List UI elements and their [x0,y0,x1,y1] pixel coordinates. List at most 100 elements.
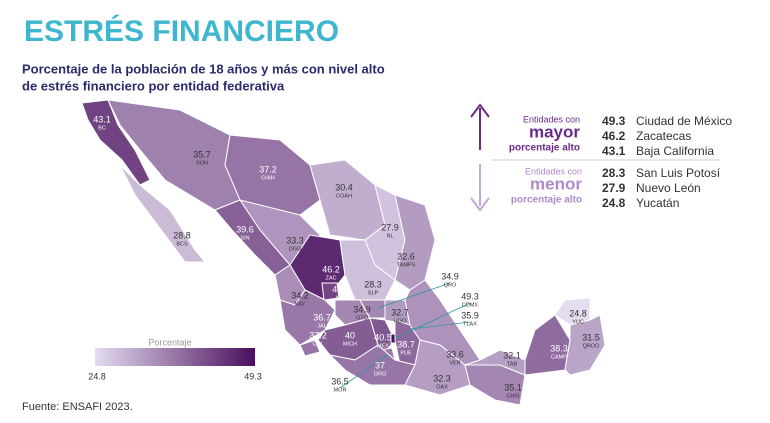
state-name: OAX [436,384,448,390]
state-value: 32.7 [391,307,409,317]
state-value: 37 [375,360,385,370]
leader-line [395,302,471,339]
state-name: MOR [334,387,347,393]
state-value: 40 [345,330,355,340]
state-value: 33.3 [286,235,304,245]
legend-gradient [95,348,255,366]
state-name: DGO [289,246,302,252]
state-value: 34.9 [353,304,371,314]
state-value: 38.3 [550,343,568,353]
state-name: VER [449,360,460,366]
state-name: TAMPS [397,262,416,268]
state-value: 33.6 [446,349,464,359]
state [321,282,340,301]
state-value: 39.6 [236,224,254,234]
title: ESTRÉS FINANCIERO [24,14,339,48]
state-name: TAB [507,361,518,367]
state-name: COL [312,341,323,347]
state-value: 37.2 [309,330,327,340]
state-name: QROO [583,343,601,349]
state [309,159,386,241]
state-name: ZAC [326,275,337,281]
rank-value: 28.3 [602,166,626,180]
leader-line [409,321,471,330]
highlights: Entidades con mayor porcentaje alto Enti… [470,103,732,212]
state-name: PUE [400,350,412,356]
rank-name: Ciudad de México [636,114,732,128]
state-name: MICH [343,341,357,347]
note: Entidades con [523,114,580,124]
legend: Porcentaje 24.8 49.3 [88,337,262,381]
state [554,297,591,326]
state-name: BC [98,125,106,131]
note: menor [530,174,582,193]
state-name: JAL [317,323,326,329]
source: Fuente: ENSAFI 2023. [22,401,133,413]
state-name: NAY [295,301,306,307]
state-name: CHIS [506,393,519,399]
rank-value: 46.2 [602,129,626,143]
state-value: 36.5 [331,376,349,386]
rank-value: 43.1 [602,144,626,158]
state-name: NL [386,233,393,239]
state-value: 37.2 [259,164,277,174]
subtitle: de estrés financiero por entidad federat… [22,78,285,93]
state-value: 43.1 [93,114,111,124]
state-value: 24.8 [569,308,587,318]
note: Entidades con [525,166,582,176]
state-value: 28.3 [364,279,382,289]
state-value: 46.2 [322,264,340,274]
state-value: 27.9 [381,222,399,232]
state-name: MEX [377,343,389,349]
state-value: 49.3 [461,291,479,301]
rank-name: Baja California [636,144,714,158]
state [564,314,606,376]
rank-name: San Luis Potosí [636,166,721,180]
state-name: QRO [444,282,457,288]
map: 43.1BC28.8BCS35.7SON37.2CHIH30.4COAH27.9… [81,99,606,406]
state [81,99,151,186]
state-value: 32.6 [397,251,415,261]
rank-name: Nuevo León [636,181,701,195]
rank-value: 49.3 [602,114,626,128]
state-name: YUC [572,319,584,325]
state-name: SIN [240,235,249,241]
leader-line [339,354,388,389]
state [339,239,396,301]
leader-line [377,282,451,309]
state [119,164,207,263]
state-value: 35.7 [193,149,211,159]
note: porcentaje alto [511,195,582,206]
rank-value: 24.8 [602,196,626,210]
state [299,339,321,357]
legend-max: 49.3 [244,371,262,381]
state-value: 34.9 [441,271,459,281]
state-value: 32.1 [503,350,521,360]
state-name: SLP [368,290,379,296]
state-name: CDMX [462,302,479,308]
state-value: 35.9 [461,310,479,320]
state-value: 34.2 [291,290,309,300]
arrow-down-head [470,197,490,212]
legend-min: 24.8 [88,371,106,381]
state-name: CHIH [261,175,274,181]
state-name: TLAX [463,321,477,327]
note: porcentaje alto [509,143,580,154]
state-name: AGS [335,295,347,301]
state-value: 35.1 [504,382,522,392]
state-value: 32.3 [433,373,451,383]
state-name: COAH [336,193,352,199]
state-value: 42.8 [332,284,350,294]
state-value: 30.4 [335,182,353,192]
rank-name: Zacatecas [636,129,691,143]
note: mayor [529,122,580,141]
state-name: SON [196,160,208,166]
state-value: 31.5 [582,332,600,342]
state-name: CAMP [551,354,567,360]
subtitle: Porcentaje de la población de 18 años y … [22,61,385,76]
arrow-up-head [470,103,490,118]
state-name: BCS [176,241,188,247]
state-value: 38.7 [397,339,415,349]
legend-title: Porcentaje [148,337,191,347]
